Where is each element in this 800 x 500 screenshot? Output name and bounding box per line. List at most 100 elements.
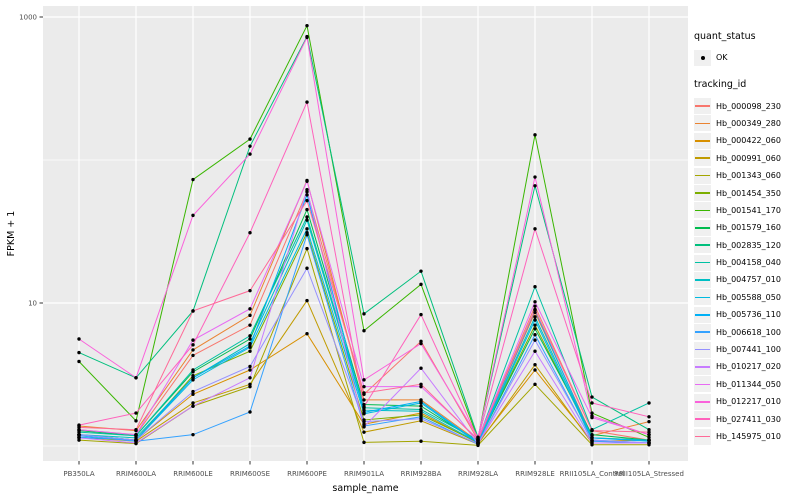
legend-item-label: Hb_000422_060: [716, 136, 781, 146]
data-point: [533, 349, 537, 353]
data-point: [419, 366, 423, 370]
line-swatch-icon: [694, 132, 711, 149]
data-point: [305, 207, 309, 212]
data-point: [647, 401, 651, 405]
data-point: [191, 343, 195, 347]
data-point: [533, 323, 537, 327]
data-point: [590, 414, 594, 418]
data-point: [305, 187, 309, 192]
data-point: [419, 282, 423, 287]
legend-item-Hb_004158_040: Hb_004158_040: [694, 254, 800, 271]
data-point: [362, 419, 366, 424]
legend-line-glyph: [695, 122, 710, 125]
data-point: [533, 368, 537, 372]
x-tick-label: PB350LA: [63, 470, 94, 478]
data-point: [191, 376, 195, 380]
legend-item-label: Hb_027411_030: [716, 414, 781, 424]
line-swatch-icon: [694, 202, 711, 219]
legend-item-Hb_000422_060: Hb_000422_060: [694, 132, 800, 149]
data-point: [191, 404, 195, 408]
data-point: [305, 227, 309, 231]
legend-line-glyph: [695, 313, 710, 316]
data-point: [362, 430, 366, 434]
data-point: [590, 395, 594, 399]
line-swatch-icon: [694, 271, 711, 288]
line-swatch-icon: [694, 393, 711, 410]
legend-item-Hb_001454_350: Hb_001454_350: [694, 184, 800, 202]
data-point: [191, 348, 195, 352]
data-point: [248, 137, 252, 141]
data-point: [134, 428, 138, 432]
data-point: [362, 398, 366, 402]
data-point: [362, 391, 366, 395]
y-axis-title: FPKM + 1: [6, 211, 17, 257]
legend-line-glyph: [695, 227, 710, 229]
legend-line-glyph: [695, 244, 710, 246]
data-point: [647, 441, 651, 445]
data-point: [419, 384, 423, 389]
data-point: [305, 198, 309, 203]
data-point: [248, 334, 252, 338]
legend-title-quant-status: quant_status: [694, 31, 756, 42]
line-swatch-icon: [694, 98, 711, 115]
y-tick-label: 10: [28, 300, 37, 308]
line-swatch-icon: [694, 306, 711, 323]
legend-item-label: Hb_002835_120: [716, 240, 781, 250]
data-point: [590, 441, 594, 445]
data-point: [191, 213, 195, 218]
data-point: [533, 315, 537, 319]
line-swatch-icon: [694, 115, 711, 132]
legend-item-label: Hb_005736_110: [716, 310, 781, 320]
data-point: [533, 327, 537, 331]
data-point: [305, 298, 309, 303]
data-point: [590, 428, 594, 433]
data-point: [248, 341, 252, 346]
data-point: [191, 353, 195, 358]
legend-item-Hb_010217_020: Hb_010217_020: [694, 358, 800, 375]
data-point: [419, 409, 423, 413]
data-point: [419, 417, 423, 421]
tracking-id-legend-items: Hb_000098_230 Hb_000349_280 Hb_000422_060 H…: [694, 97, 800, 445]
panel-background: [43, 6, 688, 461]
x-axis-title: sample_name: [332, 483, 398, 494]
legend-item-Hb_001343_060: Hb_001343_060: [694, 167, 800, 184]
legend-item-label: Hb_000991_060: [716, 153, 781, 163]
line-swatch-icon: [694, 341, 711, 358]
legend-item-label: Hb_010217_020: [716, 362, 781, 372]
data-point: [248, 344, 252, 348]
data-point: [647, 430, 651, 434]
data-point: [134, 441, 138, 445]
line-swatch-icon: [694, 254, 711, 271]
line-swatch-icon: [694, 167, 711, 184]
data-point: [248, 288, 252, 293]
data-point: [533, 227, 537, 231]
data-point: [248, 337, 252, 341]
data-point: [590, 411, 594, 415]
legend-item-label: Hb_006618_100: [716, 327, 781, 337]
x-tick-label: RRIM928LE: [515, 470, 555, 478]
data-point: [419, 339, 423, 343]
data-point: [77, 432, 81, 437]
data-point: [191, 368, 195, 372]
data-point: [134, 419, 138, 423]
data-point: [191, 392, 195, 396]
data-point: [248, 368, 252, 372]
legend-item-label: OK: [716, 53, 728, 63]
x-tick-label: RRIM600LE: [173, 470, 213, 478]
data-point: [533, 184, 537, 188]
data-point: [77, 359, 81, 364]
data-point: [248, 307, 252, 311]
legend-line-glyph: [695, 209, 710, 212]
data-point: [533, 285, 537, 289]
data-point: [647, 432, 651, 437]
legend-item-label: Hb_004158_040: [716, 258, 781, 268]
data-point: [533, 333, 537, 337]
data-point: [419, 439, 423, 443]
data-point: [305, 215, 309, 219]
data-point: [419, 404, 423, 408]
data-point: [305, 100, 309, 104]
legend-item-Hb_005588_050: Hb_005588_050: [694, 289, 800, 306]
data-point: [362, 410, 366, 415]
